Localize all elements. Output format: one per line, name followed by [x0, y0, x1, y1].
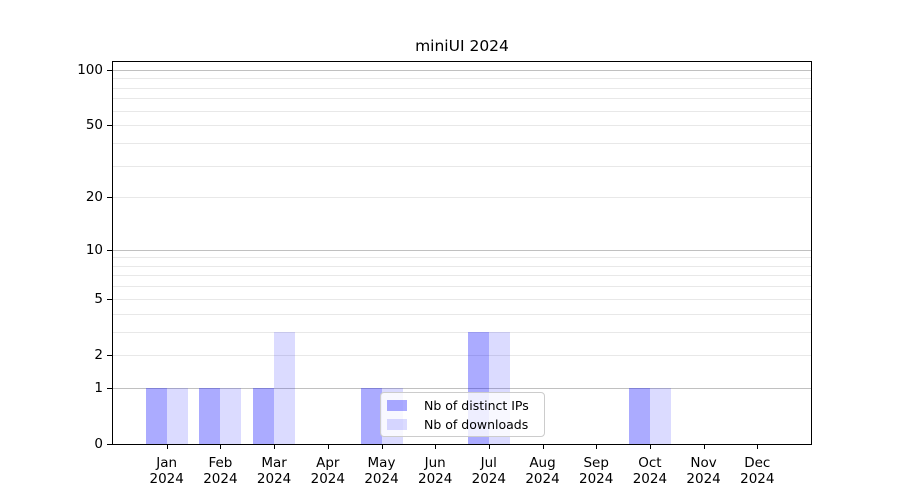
bar-distinct-ips-jan — [145, 387, 167, 444]
y-tick-label: 10 — [85, 241, 103, 258]
x-tick-mark — [757, 445, 759, 449]
y-tick-label: 20 — [85, 189, 103, 206]
x-tick-label: Oct 2024 — [632, 455, 668, 487]
y-tick-label: 1 — [94, 379, 103, 396]
x-tick-label: Mar 2024 — [256, 455, 292, 487]
y-tick-label: 0 — [94, 436, 103, 452]
x-tick-mark — [542, 445, 544, 449]
x-tick-mark — [381, 445, 383, 449]
y-tick-mark — [107, 249, 113, 251]
y-tick-label: 50 — [85, 117, 103, 134]
y-tick-mark — [107, 354, 113, 356]
x-tick-label: Jul 2024 — [471, 455, 506, 487]
x-tick-mark — [649, 445, 651, 449]
bar-downloads-mar — [274, 331, 296, 444]
legend: Nb of distinct IPs Nb of downloads — [380, 392, 545, 437]
x-tick-label: Jan 2024 — [149, 455, 184, 487]
legend-swatch-distinct-ips — [387, 399, 407, 411]
gridline-minor — [113, 78, 811, 80]
y-tick-mark — [107, 69, 113, 71]
x-tick-label: Dec 2024 — [740, 455, 775, 487]
chart-title: miniUI 2024 — [415, 37, 509, 55]
gridline-minor — [113, 313, 811, 315]
bars-layer — [113, 62, 811, 444]
x-tick-mark — [327, 445, 329, 449]
y-tick-mark — [107, 125, 113, 127]
bar-downloads-feb — [220, 387, 242, 444]
bar-downloads-jan — [166, 387, 188, 444]
gridline-minor — [113, 125, 811, 127]
gridlines-layer — [113, 62, 811, 444]
gridline-minor — [113, 275, 811, 277]
legend-label-distinct-ips: Nb of distinct IPs — [424, 397, 529, 413]
gridline-minor — [113, 286, 811, 288]
plot-area: Nb of distinct IPs Nb of downloads — [112, 61, 812, 445]
bar-distinct-ips-oct — [628, 387, 650, 444]
bar-distinct-ips-mar — [253, 387, 275, 444]
x-tick-mark — [166, 445, 168, 449]
bar-distinct-ips-feb — [199, 387, 221, 444]
y-tick-label: 5 — [94, 290, 103, 307]
gridline-minor — [113, 197, 811, 199]
gridline-minor — [113, 87, 811, 89]
x-tick-mark — [703, 445, 705, 449]
legend-swatch-downloads — [387, 418, 407, 430]
gridline-major — [113, 69, 811, 71]
gridline-major — [113, 387, 811, 389]
gridline-minor — [113, 98, 811, 100]
y-tick-mark — [107, 444, 113, 445]
x-tick-mark — [435, 445, 437, 449]
bar-distinct-ips-may — [360, 387, 382, 444]
gridline-minor — [113, 331, 811, 333]
legend-item-distinct-ips: Nb of distinct IPs — [387, 398, 538, 413]
x-tick-mark — [274, 445, 276, 449]
gridline-minor — [113, 265, 811, 267]
x-tick-mark — [596, 445, 598, 449]
gridline-minor — [113, 257, 811, 259]
x-tick-label: Aug 2024 — [525, 455, 560, 487]
y-tick-label: 2 — [94, 346, 103, 363]
x-tick-mark — [488, 445, 490, 449]
y-tick-mark — [107, 387, 113, 389]
legend-item-downloads: Nb of downloads — [387, 417, 538, 432]
gridline-minor — [113, 298, 811, 300]
bar-downloads-oct — [649, 387, 671, 444]
legend-label-downloads: Nb of downloads — [424, 416, 529, 432]
y-tick-label: 100 — [77, 61, 103, 78]
y-tick-mark — [107, 197, 113, 199]
gridline-minor — [113, 354, 811, 356]
y-tick-mark — [107, 298, 113, 300]
gridline-major — [113, 249, 811, 251]
gridline-minor — [113, 110, 811, 112]
x-tick-label: Feb 2024 — [203, 455, 238, 487]
gridline-minor — [113, 165, 811, 167]
x-tick-label: Apr 2024 — [310, 455, 345, 487]
x-tick-mark — [220, 445, 222, 449]
x-tick-label: May 2024 — [364, 455, 399, 487]
gridline-minor — [113, 142, 811, 144]
x-tick-label: Nov 2024 — [686, 455, 721, 487]
x-tick-label: Sep 2024 — [579, 455, 614, 487]
x-tick-label: Jun 2024 — [418, 455, 453, 487]
